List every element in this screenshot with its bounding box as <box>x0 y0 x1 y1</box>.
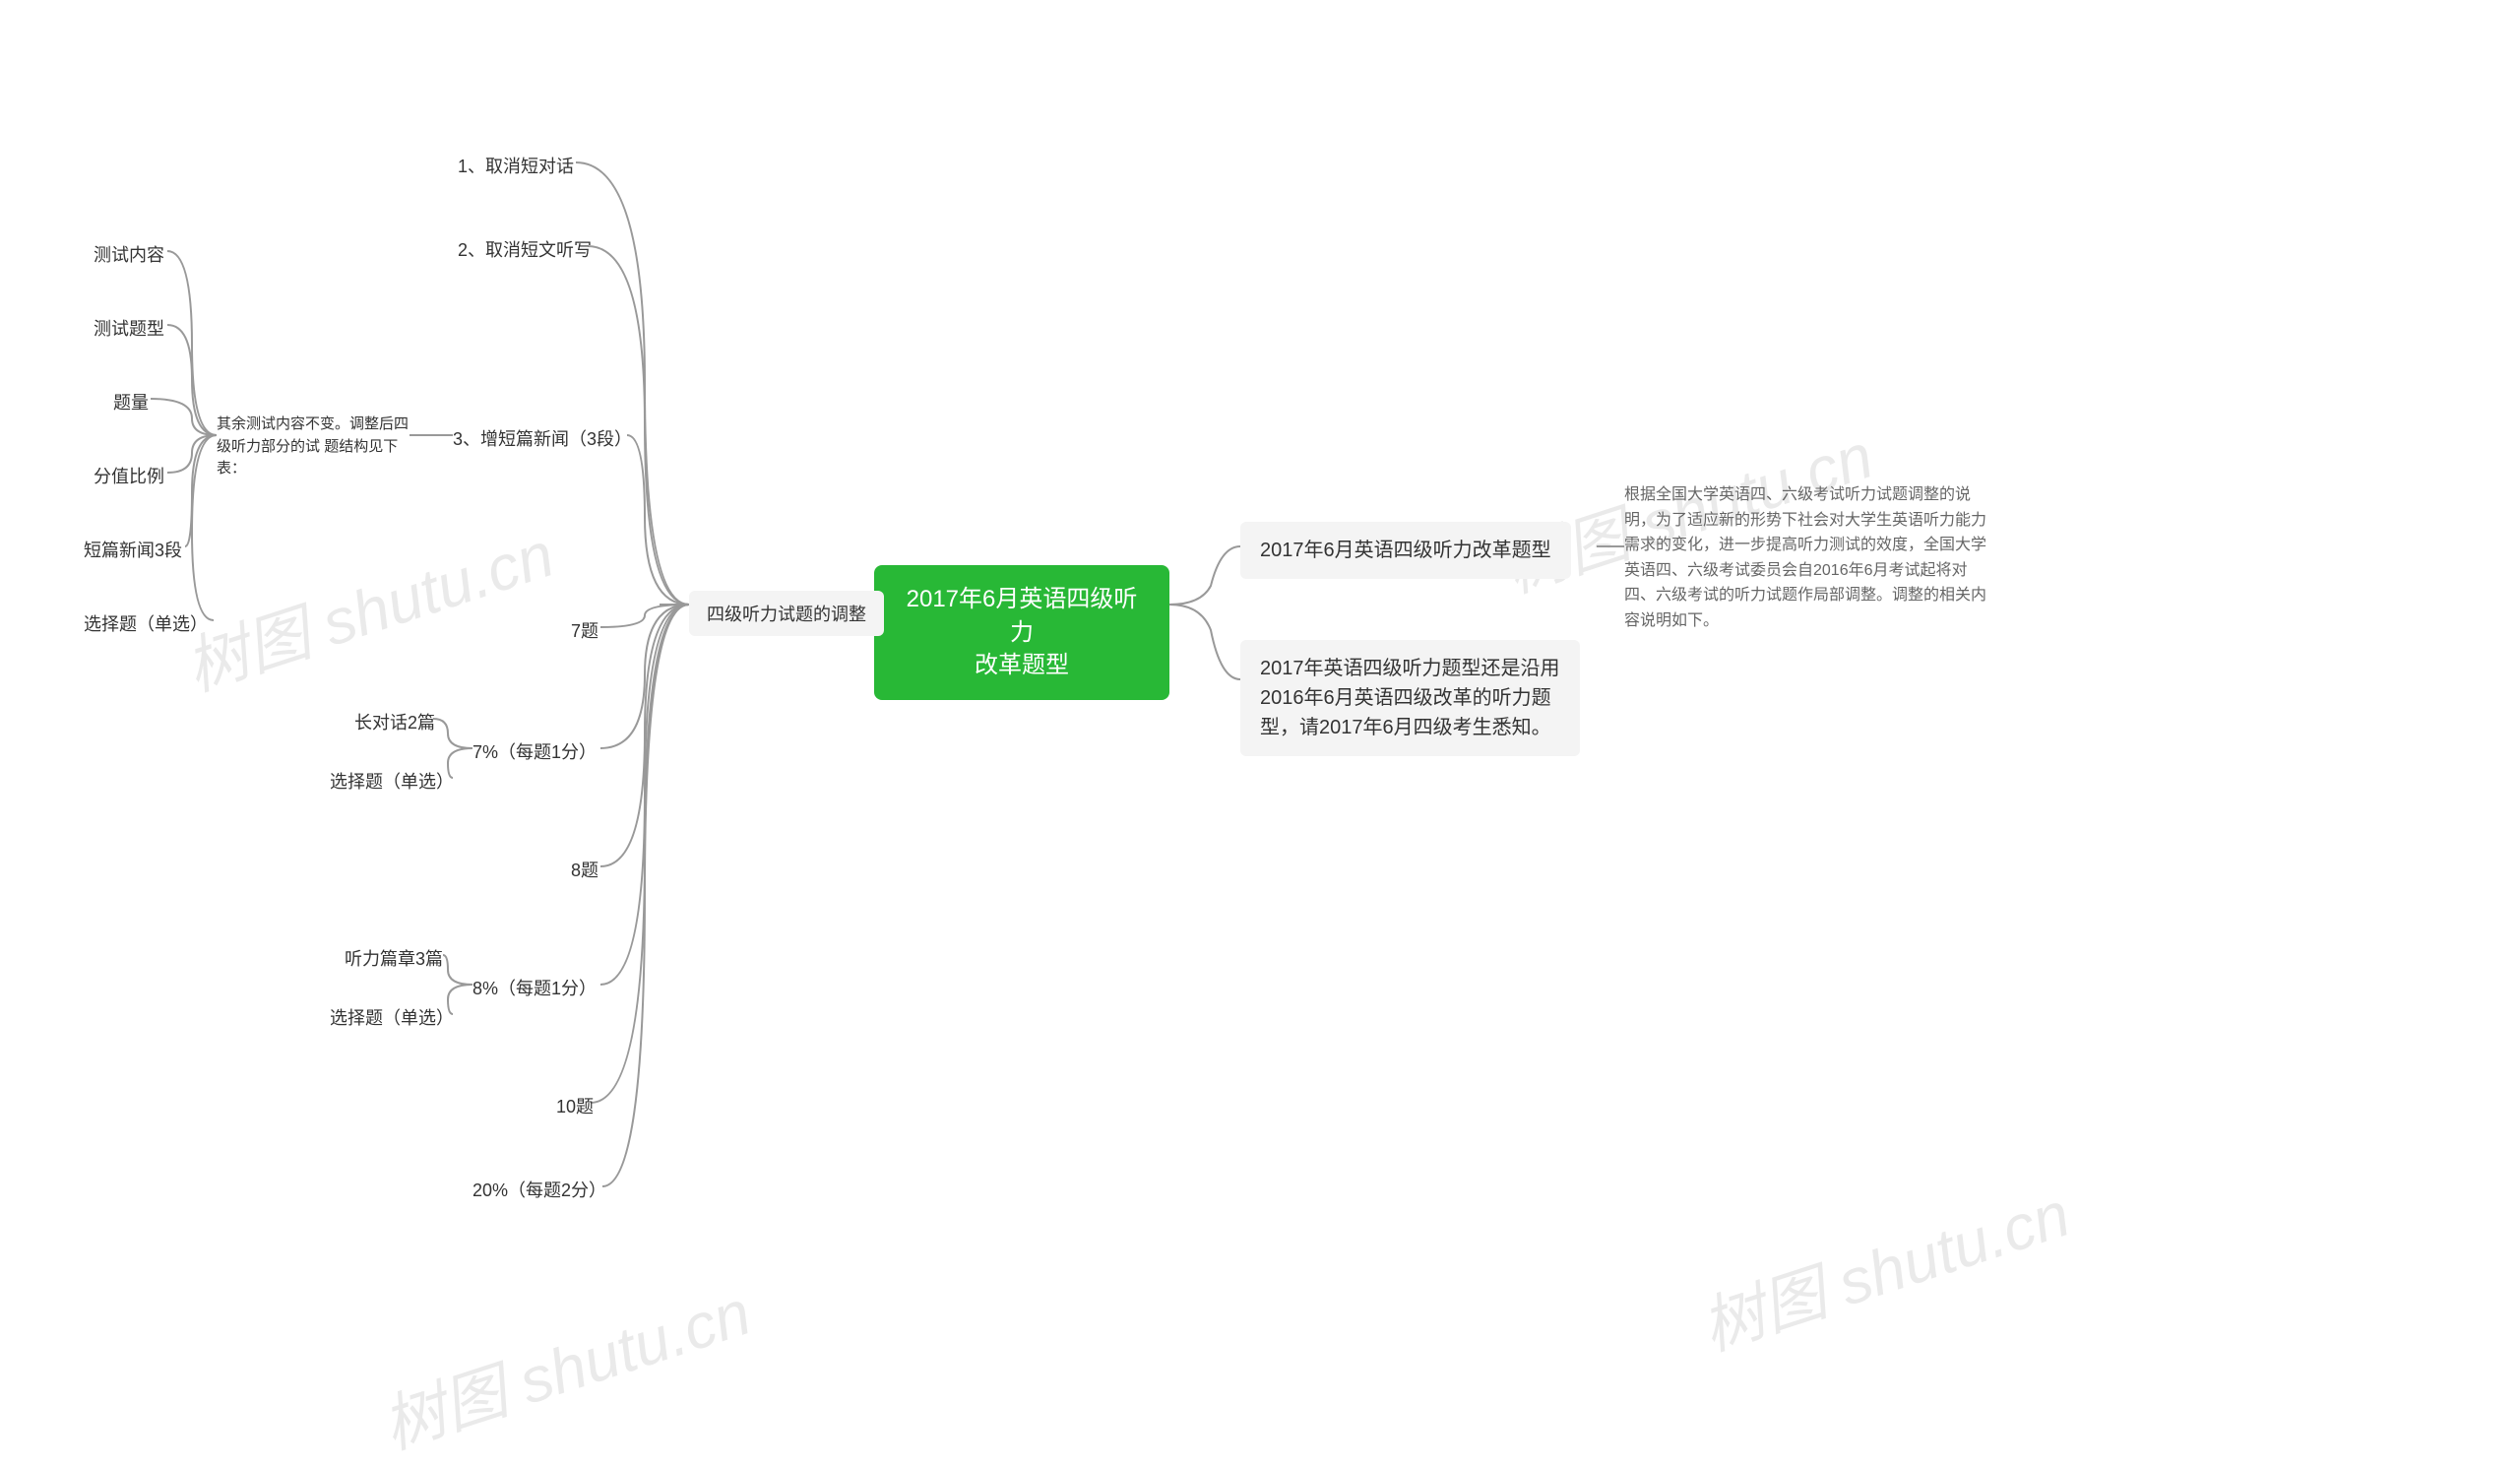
i3-c3: 题量 <box>113 389 149 415</box>
i3-c2: 测试题型 <box>94 315 164 341</box>
i3-c6: 选择题（单选） <box>84 610 208 636</box>
right-b1-desc: 根据全国大学英语四、六级考试听力试题调整的说明，为了适应新的形势下社会对大学生英… <box>1624 482 1998 634</box>
right-b2-line3: 型，请2017年6月四级考生悉知。 <box>1260 717 1551 738</box>
watermark: 树图 shutu.cn <box>172 504 563 708</box>
right-b1-label: 2017年6月英语四级听力改革题型 <box>1260 540 1551 561</box>
left-main: 四级听力试题的调整 <box>689 591 884 636</box>
right-b2-line2: 2016年6月英语四级改革的听力题 <box>1260 687 1551 709</box>
root-node: 2017年6月英语四级听力 改革题型 <box>874 565 1169 700</box>
left-i2: 2、取消短文听写 <box>458 236 592 262</box>
root-line1: 2017年6月英语四级听力 <box>907 586 1138 646</box>
left-i5: 7%（每题1分） <box>472 738 597 764</box>
right-branch-2: 2017年英语四级听力题型还是沿用 2016年6月英语四级改革的听力题 型，请2… <box>1240 640 1580 756</box>
i3-c1: 测试内容 <box>94 241 164 267</box>
i3-c4: 分值比例 <box>94 463 164 488</box>
i7-c1: 听力篇章3篇 <box>345 945 443 971</box>
left-i4: 7题 <box>571 617 598 643</box>
watermark: 树图 shutu.cn <box>1688 1164 2079 1368</box>
i5-c2: 选择题（单选） <box>330 768 454 794</box>
left-i8: 10题 <box>556 1093 594 1118</box>
left-i3-sub: 其余测试内容不变。调整后四级听力部分的试 题结构见下表： <box>217 414 413 480</box>
root-line2: 改革题型 <box>975 652 1069 678</box>
i3-c5: 短篇新闻3段 <box>84 537 182 562</box>
left-i9: 20%（每题2分） <box>472 1177 606 1202</box>
left-i7: 8%（每题1分） <box>472 975 597 1000</box>
watermark: 树图 shutu.cn <box>369 1262 760 1466</box>
i7-c2: 选择题（单选） <box>330 1004 454 1030</box>
i5-c1: 长对话2篇 <box>354 709 435 734</box>
left-i6: 8题 <box>571 857 598 882</box>
left-i1: 1、取消短对话 <box>458 153 574 178</box>
right-b2-line1: 2017年英语四级听力题型还是沿用 <box>1260 658 1560 679</box>
right-branch-1: 2017年6月英语四级听力改革题型 <box>1240 522 1571 579</box>
left-i3: 3、增短篇新闻（3段） <box>453 425 632 451</box>
